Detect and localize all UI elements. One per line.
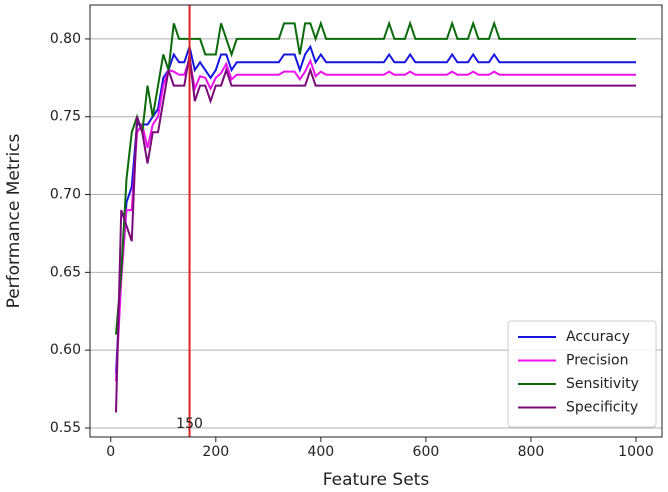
- x-tick-label: 600: [413, 444, 440, 460]
- x-tick-label: 1000: [618, 444, 654, 460]
- y-tick-label: 0.60: [50, 342, 81, 358]
- series-line: [115, 54, 636, 413]
- y-tick-label: 0.55: [50, 420, 81, 436]
- series-line: [115, 58, 636, 382]
- y-tick-label: 0.75: [50, 109, 81, 125]
- y-tick-label: 0.70: [50, 187, 81, 203]
- y-tick-label: 0.80: [50, 31, 81, 47]
- legend-label: Accuracy: [566, 329, 630, 345]
- legend-box: [507, 320, 657, 428]
- x-tick-label: 400: [307, 444, 334, 460]
- legend-label: Sensitivity: [566, 376, 639, 392]
- plot-frame: [89, 4, 663, 438]
- series-line: [115, 20, 636, 335]
- y-tick-label: 0.65: [50, 264, 81, 280]
- series-line: [115, 43, 636, 374]
- y-axis-title: Performance Metrics: [4, 133, 24, 308]
- x-tick-label: 800: [518, 444, 545, 460]
- x-tick-label: 0: [106, 444, 115, 460]
- reference-label: 150: [176, 416, 203, 432]
- legend-label: Specificity: [566, 400, 638, 416]
- legend-label: Precision: [566, 353, 628, 369]
- x-axis-title: Feature Sets: [323, 470, 430, 490]
- x-tick-label: 200: [202, 444, 229, 460]
